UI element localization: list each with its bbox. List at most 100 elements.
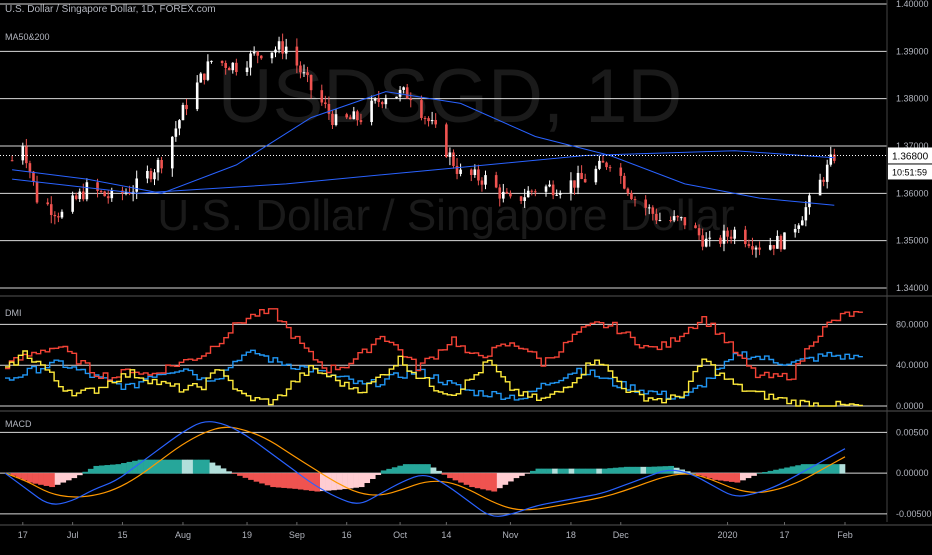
candle-down — [96, 182, 99, 191]
candle-down — [128, 192, 131, 194]
macd-histogram-bar — [408, 464, 415, 474]
macd-histogram-bar — [253, 473, 260, 482]
candle-down — [331, 113, 334, 126]
macd-histogram-bar — [369, 473, 376, 479]
macd-histogram-bar — [436, 470, 442, 474]
candle-up — [245, 67, 249, 73]
candle-down — [509, 193, 512, 197]
candle-up — [78, 191, 82, 199]
x-axis-label: Sep — [289, 530, 305, 540]
candle-down — [356, 111, 359, 121]
candle-up — [558, 193, 562, 195]
candle-up — [124, 192, 128, 194]
candle-down — [359, 120, 363, 123]
candle-up — [178, 120, 181, 129]
candle-up — [274, 49, 277, 53]
macd-histogram-bar — [386, 468, 393, 474]
macd-histogram-bar — [629, 466, 636, 474]
candle-down — [655, 213, 658, 221]
candle-down — [469, 169, 473, 176]
dmi-plus-line — [5, 349, 863, 401]
candle-up — [270, 52, 274, 59]
candle-up — [808, 195, 811, 208]
macd-histogram-bar — [723, 473, 730, 482]
candle-down — [380, 102, 384, 105]
x-axis-label: Aug — [175, 530, 191, 540]
macd-histogram-bar — [668, 465, 674, 474]
candle-up — [373, 98, 377, 101]
macd-histogram-bar — [60, 473, 67, 483]
dmi-minus-line — [5, 308, 863, 381]
macd-histogram-bar — [248, 473, 254, 480]
macd-histogram-bar — [684, 471, 691, 474]
macd-histogram-bar — [762, 471, 768, 474]
macd-histogram-bar — [110, 464, 116, 474]
macd-histogram-bar — [5, 473, 11, 474]
candle-down — [534, 191, 537, 193]
price-tick-label: 1.36000 — [896, 188, 929, 198]
macd-histogram-bar — [198, 459, 205, 474]
candle-up — [252, 51, 256, 54]
macd-histogram-bar — [126, 461, 133, 474]
countdown-value: 10:51:59 — [892, 167, 927, 177]
candle-down — [573, 180, 576, 188]
macd-histogram-bar — [690, 473, 697, 474]
macd-histogram-bar — [65, 473, 72, 481]
macd-histogram-bar — [701, 473, 708, 477]
macd-histogram-bar — [728, 473, 735, 482]
candle-down — [452, 152, 455, 166]
candle-down — [299, 65, 302, 73]
macd-tick-label: 0.00000 — [896, 468, 929, 478]
candle-up — [722, 230, 726, 244]
macd-histogram-bar — [557, 468, 564, 474]
candle-up — [569, 180, 573, 194]
candle-down — [259, 55, 263, 59]
candle-up — [800, 220, 804, 226]
ma50-line — [12, 91, 835, 206]
macd-histogram-bar — [314, 473, 321, 492]
candle-down — [669, 220, 672, 222]
x-axis-label: 2020 — [718, 530, 738, 540]
macd-histogram-bar — [474, 473, 481, 489]
macd-histogram-bar — [734, 473, 741, 483]
macd-histogram-bar — [441, 473, 448, 475]
candle-down — [505, 191, 509, 194]
macd-histogram-bar — [364, 473, 371, 484]
macd-histogram-bar — [259, 473, 266, 484]
candle-down — [324, 102, 327, 104]
macd-histogram-bar — [833, 464, 840, 474]
candle-up — [334, 114, 338, 126]
macd-histogram-bar — [430, 467, 437, 474]
candle-up — [430, 119, 434, 122]
candle-down — [530, 190, 534, 192]
dmi-label: DMI — [5, 308, 22, 318]
macd-histogram-bar — [115, 464, 122, 474]
macd-histogram-bar — [93, 465, 100, 474]
macd-histogram-bar — [740, 473, 746, 481]
macd-histogram-bar — [82, 471, 89, 474]
macd-tick-label: 0.00500 — [896, 427, 929, 437]
candle-up — [352, 111, 356, 120]
candle-down — [694, 225, 697, 229]
macd-histogram-bar — [43, 473, 50, 486]
candle-up — [598, 160, 601, 169]
candle-down — [149, 170, 153, 180]
candles-group — [10, 33, 836, 258]
candle-down — [427, 118, 430, 122]
macd-histogram-bar — [353, 473, 359, 488]
watermark-name: U.S. Dollar / Singapore Dollar — [157, 191, 734, 240]
candle-down — [498, 187, 502, 199]
macd-histogram-bar — [143, 459, 149, 474]
macd-label: MACD — [5, 419, 32, 429]
adx-line — [5, 350, 863, 407]
indicator-label[interactable]: MA50&200 — [5, 32, 50, 42]
macd-histogram-bar — [646, 466, 652, 474]
x-axis-label: Nov — [502, 530, 519, 540]
candle-down — [630, 193, 633, 200]
last-price-badge — [888, 147, 932, 164]
macd-histogram-bar — [342, 473, 348, 490]
macd-histogram-bar — [596, 468, 603, 474]
chart-title: U.S. Dollar / Singapore Dollar, 1D, FORE… — [5, 4, 216, 15]
candle-down — [82, 191, 85, 200]
